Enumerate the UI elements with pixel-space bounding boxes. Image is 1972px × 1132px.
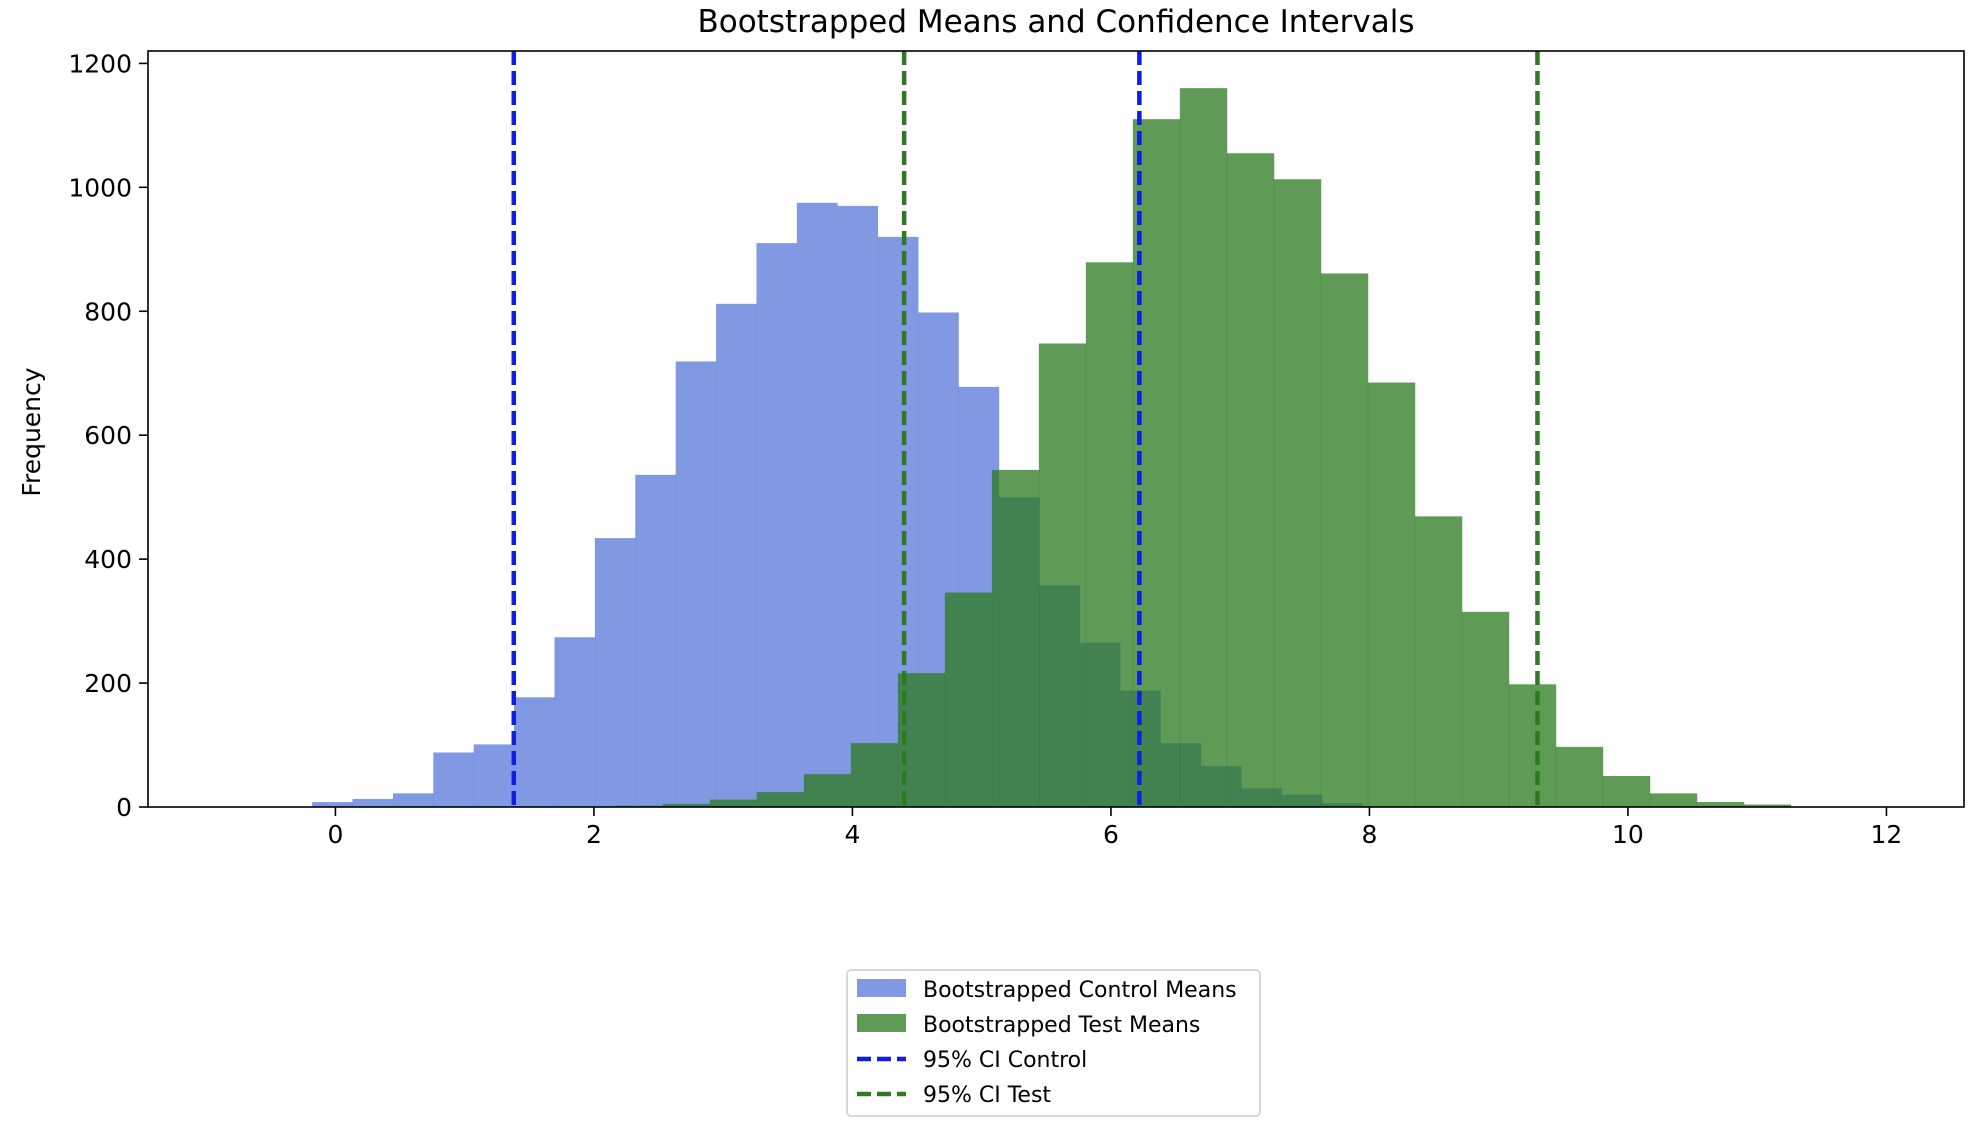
legend-label-bootstrapped-test-means: Bootstrapped Test Means	[923, 1013, 1200, 1038]
bar-bootstrapped-test-means-7	[944, 592, 993, 807]
plot-frame	[147, 50, 1965, 808]
legend-label-95-ci-test: 95% CI Test	[923, 1083, 1051, 1108]
bar-bootstrapped-test-means-5	[850, 743, 899, 807]
bar-bootstrapped-test-means-12	[1179, 88, 1228, 808]
bar-bootstrapped-control-means-2	[392, 793, 434, 807]
y-tick-label-200: 200	[84, 669, 132, 698]
bar-bootstrapped-test-means-13	[1226, 153, 1275, 807]
legend-swatch-bootstrapped-control-means	[857, 979, 906, 997]
histogram-bars	[312, 88, 1792, 808]
x-tick-label-8: 8	[1361, 820, 1377, 849]
y-tick-label-0: 0	[116, 793, 132, 822]
bar-bootstrapped-test-means-9	[1038, 343, 1087, 807]
bar-bootstrapped-control-means-8	[635, 474, 677, 807]
legend: Bootstrapped Control Means Bootstrapped T…	[846, 969, 1261, 1117]
bar-bootstrapped-control-means-1	[352, 798, 394, 807]
x-tick-label-6: 6	[1103, 820, 1119, 849]
y-tick-label-1000: 1000	[68, 173, 132, 202]
x-tick-label-2: 2	[586, 820, 602, 849]
bar-bootstrapped-test-means-10	[1085, 262, 1134, 807]
y-axis-label: Frequency	[17, 367, 46, 496]
legend-box	[846, 969, 1261, 1117]
bar-bootstrapped-control-means-10	[716, 303, 757, 807]
x-axis-ticks: 0 2 4 6 8 10 12	[327, 807, 1902, 849]
bar-bootstrapped-control-means-11	[756, 243, 798, 807]
bar-bootstrapped-test-means-16	[1367, 382, 1416, 807]
y-tick-label-400: 400	[84, 545, 132, 574]
bar-bootstrapped-test-means-18	[1461, 611, 1510, 807]
bar-bootstrapped-test-means-8	[991, 469, 1040, 807]
bar-bootstrapped-control-means-3	[433, 752, 475, 807]
bar-bootstrapped-test-means-17	[1414, 516, 1463, 807]
bar-bootstrapped-test-means-3	[756, 792, 805, 807]
bar-bootstrapped-test-means-22	[1649, 793, 1698, 807]
bar-bootstrapped-control-means-12	[796, 202, 838, 807]
x-tick-label-0: 0	[327, 820, 343, 849]
x-tick-label-4: 4	[844, 820, 860, 849]
confidence-interval-lines	[511, 51, 1540, 807]
legend-swatch-bootstrapped-test-means	[857, 1014, 906, 1032]
bar-bootstrapped-control-means-4	[473, 744, 515, 807]
bar-bootstrapped-test-means-1	[662, 803, 711, 807]
bar-bootstrapped-test-means-15	[1320, 273, 1369, 807]
y-tick-label-800: 800	[84, 297, 132, 326]
x-tick-label-10: 10	[1612, 820, 1644, 849]
bar-bootstrapped-control-means-9	[675, 361, 717, 807]
bar-bootstrapped-test-means-14	[1273, 179, 1322, 808]
bar-bootstrapped-test-means-19	[1508, 684, 1557, 807]
bar-bootstrapped-test-means-23	[1696, 802, 1745, 807]
bar-bootstrapped-control-means-5	[514, 697, 555, 807]
bar-bootstrapped-test-means-21	[1602, 776, 1651, 807]
y-axis-ticks: 0 200 400 600 800 1000 1200	[68, 49, 148, 822]
bar-bootstrapped-test-means-20	[1555, 746, 1604, 807]
bar-bootstrapped-control-means-13	[837, 205, 879, 807]
bar-bootstrapped-test-means-24	[1743, 804, 1792, 807]
bar-bootstrapped-control-means-0	[312, 802, 353, 807]
chart-title: Bootstrapped Means and Confidence Interv…	[697, 4, 1414, 40]
bar-bootstrapped-test-means-4	[803, 774, 852, 807]
bar-bootstrapped-test-means-2	[709, 799, 758, 807]
bar-bootstrapped-control-means-7	[594, 538, 636, 807]
legend-label-bootstrapped-control-means: Bootstrapped Control Means	[923, 978, 1237, 1003]
y-tick-label-600: 600	[84, 421, 132, 450]
y-tick-label-1200: 1200	[68, 49, 132, 78]
bar-bootstrapped-control-means-6	[554, 637, 596, 807]
legend-label-95-ci-control: 95% CI Control	[923, 1048, 1087, 1073]
x-tick-label-12: 12	[1871, 820, 1903, 849]
